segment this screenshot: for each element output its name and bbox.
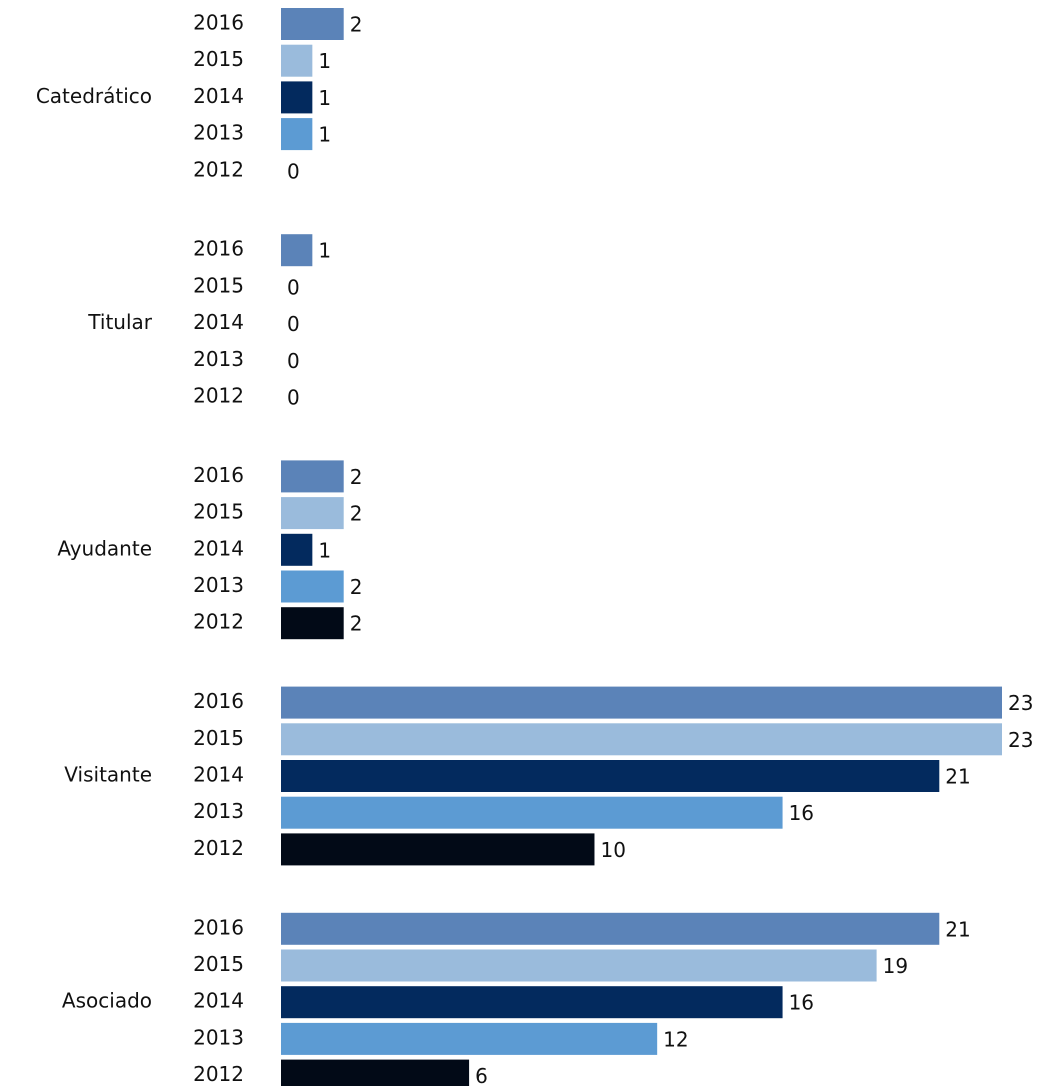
value-label: 0	[287, 312, 300, 336]
value-label: 6	[475, 1064, 488, 1086]
value-label: 1	[318, 86, 331, 110]
bar	[281, 44, 313, 77]
value-label: 0	[287, 349, 300, 373]
value-label: 19	[883, 954, 908, 978]
value-label: 0	[287, 275, 300, 299]
group-label: Ayudante	[57, 536, 152, 560]
year-label: 2015	[193, 47, 244, 71]
bar	[281, 234, 313, 267]
bar	[281, 570, 344, 603]
year-label: 2012	[193, 836, 244, 860]
value-label: 2	[350, 502, 363, 526]
value-label: 1	[318, 239, 331, 263]
bar	[281, 8, 344, 40]
bar	[281, 607, 344, 640]
year-label: 2013	[193, 121, 244, 145]
value-label: 16	[789, 991, 814, 1015]
bar	[281, 460, 344, 493]
bar	[281, 912, 940, 945]
value-label: 23	[1008, 728, 1033, 752]
bar	[281, 686, 1002, 719]
bar	[281, 1059, 470, 1086]
year-label: 2016	[193, 915, 244, 939]
year-label: 2014	[193, 84, 244, 108]
year-label: 2013	[193, 799, 244, 823]
group-label: Asociado	[62, 989, 152, 1013]
year-label: 2012	[193, 384, 244, 408]
year-label: 2015	[193, 952, 244, 976]
value-label: 21	[945, 765, 970, 789]
group-label: Visitante	[64, 763, 152, 787]
bar	[281, 497, 344, 530]
value-label: 1	[318, 49, 331, 73]
value-label: 2	[350, 612, 363, 636]
value-label: 21	[945, 917, 970, 941]
year-label: 2015	[193, 273, 244, 297]
value-label: 2	[350, 13, 363, 37]
bar	[281, 986, 783, 1019]
year-label: 2016	[193, 11, 244, 35]
value-label: 23	[1008, 691, 1033, 715]
value-label: 1	[318, 538, 331, 562]
value-label: 2	[350, 465, 363, 489]
year-label: 2016	[193, 463, 244, 487]
value-label: 12	[663, 1027, 688, 1051]
bar	[281, 796, 783, 829]
bar	[281, 533, 313, 566]
year-label: 2013	[193, 347, 244, 371]
year-label: 2014	[193, 310, 244, 334]
bar	[281, 1022, 658, 1055]
year-label: 2015	[193, 726, 244, 750]
value-label: 16	[789, 801, 814, 825]
bar	[281, 723, 1002, 756]
bar	[281, 760, 940, 792]
year-label: 2015	[193, 500, 244, 524]
value-label: 1	[318, 123, 331, 147]
value-label: 2	[350, 575, 363, 599]
year-label: 2014	[193, 536, 244, 560]
year-label: 2014	[193, 763, 244, 787]
bar	[281, 949, 877, 982]
bar	[281, 118, 313, 151]
group-label: Catedrático	[36, 84, 152, 108]
year-label: 2014	[193, 989, 244, 1013]
group-label: Titular	[87, 310, 152, 334]
bar	[281, 81, 313, 114]
year-label: 2012	[193, 157, 244, 181]
value-label: 10	[600, 838, 625, 862]
year-label: 2013	[193, 1025, 244, 1049]
year-label: 2012	[193, 1062, 244, 1086]
value-label: 0	[287, 159, 300, 183]
year-label: 2016	[193, 689, 244, 713]
year-label: 2012	[193, 610, 244, 634]
year-label: 2016	[193, 237, 244, 261]
year-label: 2013	[193, 573, 244, 597]
value-label: 0	[287, 386, 300, 410]
bar	[281, 833, 595, 866]
